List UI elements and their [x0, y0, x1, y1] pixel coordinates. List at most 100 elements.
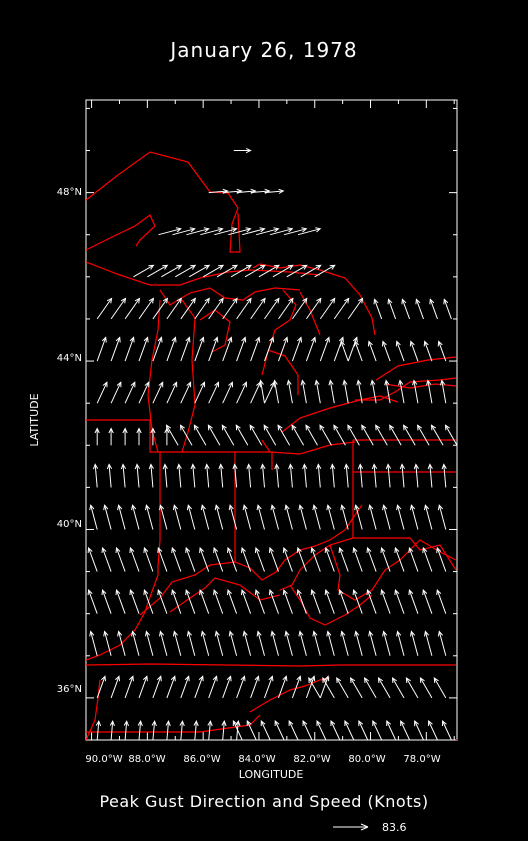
- wind-vector: [180, 381, 192, 404]
- wind-vector: [165, 424, 179, 446]
- wind-vector-head: [338, 589, 344, 596]
- wind-vector: [366, 589, 377, 614]
- wind-vector: [218, 463, 224, 488]
- wind-vector-head: [315, 264, 322, 270]
- wind-vector-head: [179, 720, 185, 727]
- wind-vector-head: [423, 340, 429, 347]
- wind-vector-head: [129, 546, 135, 553]
- wind-vector-shaft: [405, 677, 419, 699]
- wind-vector-head: [437, 504, 443, 511]
- wind-vector: [340, 504, 349, 530]
- lake-erie-outline: [261, 395, 399, 455]
- wind-vector: [180, 336, 191, 362]
- wind-vector: [316, 463, 322, 488]
- wind-vector-head: [436, 589, 442, 596]
- wind-vector: [244, 264, 266, 278]
- wind-vector: [364, 676, 377, 699]
- wind-vector: [94, 427, 100, 446]
- wind-vector-head: [316, 297, 322, 304]
- wind-vector: [92, 463, 99, 488]
- wind-vector: [179, 424, 193, 446]
- wind-vector-head: [115, 336, 121, 343]
- wind-vector-shaft: [145, 631, 154, 656]
- wind-vector-head: [368, 630, 374, 637]
- wind-vector: [232, 463, 238, 488]
- wind-vector-shaft: [397, 631, 405, 656]
- y-tick-label: 36°N: [57, 684, 82, 695]
- wind-vector-shaft: [208, 337, 218, 362]
- wind-vector: [264, 297, 280, 320]
- wind-vector-head: [270, 504, 276, 511]
- wind-vector-head: [274, 719, 280, 727]
- wind-vector-head: [185, 336, 191, 343]
- wind-vector-shaft: [166, 676, 176, 699]
- wind-vector-head: [129, 336, 135, 343]
- wind-vector: [117, 630, 126, 656]
- wind-vector: [403, 424, 416, 446]
- wind-vector: [103, 630, 112, 656]
- wind-vector: [322, 677, 335, 699]
- wind-vector-head: [213, 336, 219, 343]
- wind-vector-shaft: [319, 298, 336, 320]
- wind-vector-shaft: [235, 425, 249, 446]
- wind-vector-shaft: [438, 341, 447, 362]
- wind-vector-shaft: [413, 380, 419, 404]
- wind-vector-shaft: [236, 298, 252, 320]
- wind-vector-shaft: [399, 380, 405, 404]
- wind-vector-head: [134, 297, 141, 304]
- wind-vector: [228, 504, 238, 530]
- x-tick-label: 80.0°W: [348, 754, 385, 765]
- wind-vector: [124, 675, 134, 699]
- wind-vector: [216, 264, 238, 278]
- wind-vector-shaft: [297, 547, 307, 572]
- wind-vector: [242, 630, 252, 656]
- wind-vector-head: [148, 463, 154, 470]
- wind-vector-shaft: [143, 589, 154, 614]
- wind-vector-shaft: [175, 264, 196, 278]
- wind-vector-head: [256, 504, 262, 511]
- wind-vector: [333, 424, 346, 446]
- wind-vector: [278, 297, 294, 320]
- wind-vector-head: [165, 720, 171, 727]
- wind-vector-shaft: [152, 382, 164, 404]
- wind-vector: [441, 463, 447, 488]
- wind-vector-head: [364, 676, 369, 683]
- wind-vector-shaft: [187, 505, 196, 530]
- wind-vector: [194, 336, 205, 362]
- wind-vector: [175, 264, 197, 278]
- wind-vector-shaft: [180, 425, 193, 446]
- wind-vector: [254, 546, 265, 572]
- wind-vector-head: [103, 504, 109, 511]
- wind-vector: [357, 463, 364, 488]
- wind-vector-shaft: [419, 677, 433, 699]
- wind-vector-shaft: [272, 264, 294, 278]
- wind-vector-head: [354, 504, 360, 511]
- wind-vector-head: [227, 589, 232, 596]
- wind-vector: [442, 719, 452, 740]
- wind-vector: [350, 677, 363, 699]
- wind-vector-shaft: [315, 380, 321, 404]
- wind-vector-head: [367, 340, 373, 347]
- wind-vector: [256, 630, 265, 656]
- wind-vector-shaft: [343, 380, 349, 404]
- wind-vector: [347, 424, 360, 446]
- wind-vector-head: [198, 675, 204, 682]
- wind-vector-shaft: [299, 505, 307, 530]
- wind-vector-head: [218, 264, 225, 270]
- wind-vector: [368, 504, 377, 530]
- wind-vector-head: [241, 589, 246, 596]
- x-tick-labels: 90.0°W 88.0°W 86.0°W 84.0°W 82.0°W 80.0°…: [85, 754, 440, 765]
- wind-vector: [436, 546, 447, 572]
- wind-vector: [354, 504, 363, 530]
- wind-vector-head: [184, 675, 190, 682]
- wind-vector: [166, 675, 176, 699]
- wind-vector: [330, 463, 336, 488]
- wind-vector: [427, 463, 433, 488]
- kentucky-tennessee-border: [86, 663, 456, 667]
- wind-vector-shaft: [138, 298, 154, 320]
- wind-vector: [159, 630, 168, 656]
- wind-vector-head: [377, 677, 383, 683]
- wind-vector: [394, 546, 405, 572]
- wind-vector-head: [417, 424, 422, 431]
- wind-vector-shaft: [90, 631, 98, 656]
